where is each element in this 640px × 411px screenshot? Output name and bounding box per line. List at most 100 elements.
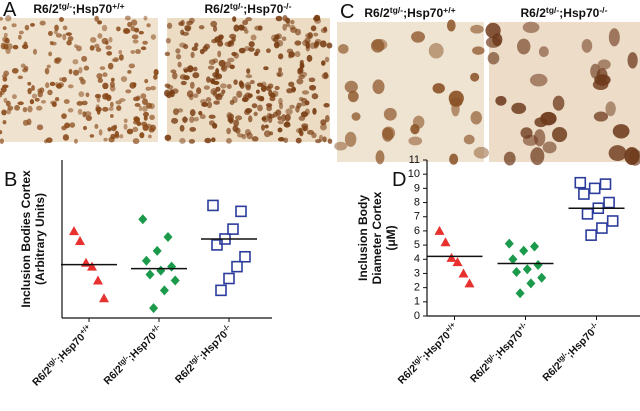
label-part: -/- (220, 322, 232, 334)
micrograph-cell (277, 115, 282, 121)
micrograph-cell (131, 19, 138, 26)
micrograph-cell (542, 141, 557, 154)
data-point (141, 255, 151, 266)
micrograph-cell (102, 82, 109, 90)
y-tick-label: 3 (414, 267, 420, 279)
micrograph-cell (262, 115, 269, 123)
micrograph-cell (59, 17, 64, 22)
micrograph-cell (175, 53, 182, 60)
micrograph-cell (277, 72, 282, 77)
y-tick-label: 1 (414, 296, 420, 308)
micrograph-cell (344, 80, 358, 93)
micrograph-cell (142, 98, 148, 105)
micrograph-cell (44, 67, 50, 75)
data-point (515, 288, 525, 299)
micrograph-cell (276, 39, 284, 47)
micrograph-cell (22, 67, 28, 73)
micrograph-cell (608, 28, 620, 47)
micrograph-cell (44, 139, 48, 144)
data-point (512, 267, 521, 278)
micrograph-cell (54, 24, 59, 32)
micrograph-cell (315, 139, 322, 144)
micrograph-cell (85, 92, 90, 98)
micrograph-cell (301, 90, 310, 95)
micrograph-cell (192, 66, 198, 72)
micrograph-cell (0, 16, 4, 21)
micrograph-cell (118, 54, 124, 61)
panel-letter: C (340, 1, 354, 23)
label-part: ;Hsp70 (243, 2, 283, 16)
micrograph-cell (165, 37, 171, 44)
micrograph-cell (451, 100, 460, 117)
micrograph-cell (64, 122, 71, 129)
genotype-label: R6/2tg/-;Hsp70+/+ (394, 320, 461, 387)
micrograph-cell (55, 33, 63, 38)
micrograph-cell (104, 93, 109, 100)
micrograph-cell (164, 51, 171, 57)
micrograph-cell (3, 97, 8, 103)
micrograph-cell (31, 93, 38, 99)
micrograph-cell (511, 102, 527, 115)
micrograph-cell (257, 104, 263, 112)
label-part: +/+ (112, 1, 124, 11)
micrograph-cell (96, 73, 103, 79)
micrograph-cell (326, 42, 333, 49)
label-part: -/- (283, 1, 291, 11)
micrograph-cell (74, 138, 78, 144)
micrograph-cell (383, 107, 397, 121)
micrograph-cell (203, 43, 210, 50)
micrograph-cell (149, 114, 155, 121)
micrograph-cell (132, 96, 140, 102)
micrograph-cell (236, 90, 243, 98)
data-point (537, 272, 547, 283)
micrograph-cell (432, 83, 445, 94)
micrograph-cell (36, 105, 43, 111)
micrograph-cell (199, 114, 206, 120)
micrograph-cell (143, 15, 148, 21)
micrograph-cell (247, 115, 253, 123)
micrograph-cell (238, 80, 244, 87)
y-tick-label: 0 (414, 310, 420, 322)
micrograph-cell (241, 97, 249, 103)
micrograph-cell (319, 40, 327, 48)
data-point (574, 176, 587, 189)
micrograph-cell (224, 41, 231, 47)
micrograph-cell (191, 46, 198, 51)
micrograph-cell (248, 47, 255, 52)
micrograph-cell (251, 103, 258, 109)
micrograph-cell (17, 75, 23, 80)
micrograph-cell (344, 131, 357, 147)
micrograph-cell (485, 22, 501, 39)
micrograph-cell (134, 116, 139, 122)
micrograph-cell (624, 147, 640, 166)
micrograph-cell (231, 37, 236, 42)
micrograph-cells (0, 14, 640, 166)
micrograph-cell (183, 44, 189, 50)
genotype-label: R6/2tg/-;Hsp70-/- (205, 1, 292, 16)
micrograph-cell (608, 145, 627, 162)
data-point (578, 188, 590, 200)
micrograph-cell (211, 137, 216, 143)
micrograph-cell (283, 137, 289, 144)
micrograph-cell (199, 48, 205, 55)
micrograph-cell (274, 85, 280, 91)
micrograph-cell (314, 40, 320, 47)
micrograph-cell (123, 123, 128, 130)
micrograph-cell (97, 20, 103, 25)
micrograph-cell (327, 138, 333, 144)
micrograph-cell (97, 33, 103, 39)
micrograph-cell (179, 138, 186, 144)
micrograph-cell (302, 126, 307, 132)
micrograph-cell (221, 89, 226, 94)
micrograph-cell (289, 104, 295, 109)
micrograph-cell (257, 25, 263, 31)
micrograph-cell (470, 72, 480, 82)
micrograph-cell (189, 109, 196, 117)
micrograph-cell (533, 129, 546, 147)
micrograph-cell (72, 59, 79, 65)
micrograph-cell (89, 134, 95, 138)
data-point (167, 261, 177, 272)
data-point (533, 259, 543, 270)
micrograph-cell (22, 44, 29, 50)
micrograph-cell (237, 133, 244, 138)
